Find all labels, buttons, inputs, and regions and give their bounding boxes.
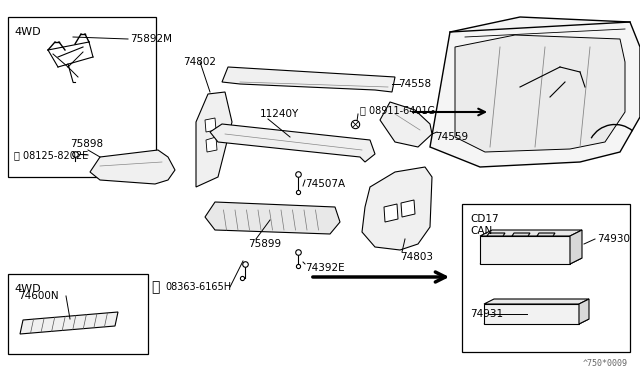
FancyBboxPatch shape bbox=[8, 274, 148, 354]
Polygon shape bbox=[537, 233, 555, 236]
FancyBboxPatch shape bbox=[462, 204, 630, 352]
Polygon shape bbox=[210, 124, 375, 162]
Text: 74803: 74803 bbox=[400, 252, 433, 262]
Polygon shape bbox=[20, 312, 118, 334]
Polygon shape bbox=[480, 230, 582, 236]
Polygon shape bbox=[196, 92, 232, 187]
Text: Ⓢ: Ⓢ bbox=[151, 280, 159, 294]
Polygon shape bbox=[222, 67, 395, 92]
Text: 75892M: 75892M bbox=[130, 34, 172, 44]
Text: ^750*0009: ^750*0009 bbox=[583, 359, 628, 368]
Text: 75899: 75899 bbox=[248, 239, 281, 249]
Polygon shape bbox=[512, 233, 530, 236]
Text: Ⓝ 08911-6401G: Ⓝ 08911-6401G bbox=[360, 105, 435, 115]
Polygon shape bbox=[455, 35, 625, 152]
Polygon shape bbox=[430, 17, 640, 167]
Polygon shape bbox=[570, 230, 582, 264]
Text: 74931: 74931 bbox=[470, 309, 503, 319]
Polygon shape bbox=[362, 167, 432, 250]
Text: 75898: 75898 bbox=[70, 139, 103, 149]
Text: CAN: CAN bbox=[470, 226, 492, 236]
Text: 4WD: 4WD bbox=[14, 27, 40, 37]
Polygon shape bbox=[206, 137, 217, 152]
Polygon shape bbox=[480, 258, 582, 264]
Text: 74802: 74802 bbox=[183, 57, 216, 67]
Polygon shape bbox=[380, 102, 432, 147]
Text: 74930: 74930 bbox=[597, 234, 630, 244]
Polygon shape bbox=[90, 150, 175, 184]
Polygon shape bbox=[480, 236, 570, 264]
Text: 4WD: 4WD bbox=[14, 284, 40, 294]
Polygon shape bbox=[205, 118, 216, 132]
Text: 74559: 74559 bbox=[435, 132, 468, 142]
Polygon shape bbox=[484, 319, 589, 324]
Polygon shape bbox=[384, 204, 398, 222]
Polygon shape bbox=[205, 202, 340, 234]
Text: CD17: CD17 bbox=[470, 214, 499, 224]
Polygon shape bbox=[401, 200, 415, 217]
Text: 74507A: 74507A bbox=[305, 179, 345, 189]
FancyBboxPatch shape bbox=[8, 17, 156, 177]
Text: 74558: 74558 bbox=[398, 79, 431, 89]
Text: 08363-6165H: 08363-6165H bbox=[165, 282, 231, 292]
Polygon shape bbox=[579, 299, 589, 324]
Text: 11240Y: 11240Y bbox=[260, 109, 300, 119]
Polygon shape bbox=[484, 299, 589, 304]
Polygon shape bbox=[487, 233, 505, 236]
Polygon shape bbox=[484, 304, 579, 324]
Text: Ⓢ 08125-8202E: Ⓢ 08125-8202E bbox=[14, 150, 88, 160]
Text: 74392E: 74392E bbox=[305, 263, 344, 273]
Text: 74600N: 74600N bbox=[18, 291, 59, 301]
